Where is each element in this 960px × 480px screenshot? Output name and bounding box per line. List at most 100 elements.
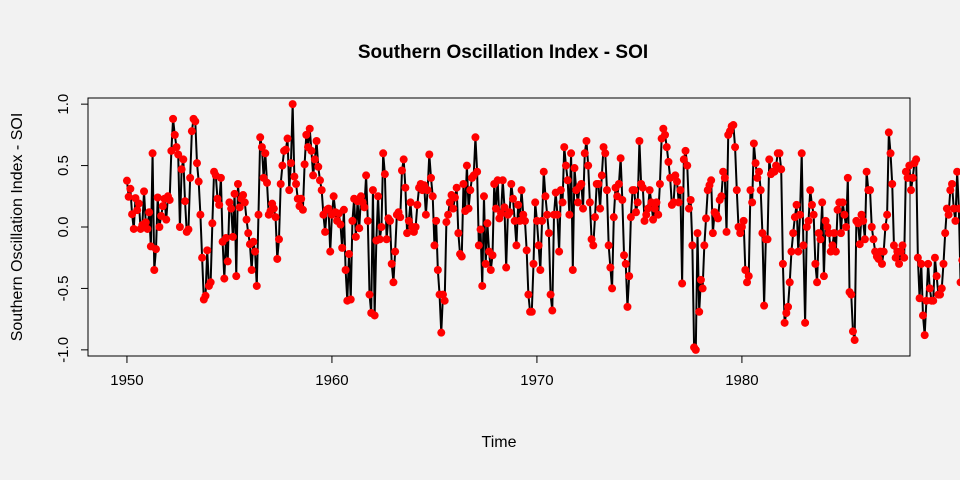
data-point	[134, 199, 143, 208]
data-point	[438, 290, 447, 299]
data-point	[722, 227, 731, 236]
data-point	[124, 192, 133, 201]
data-point	[760, 301, 769, 310]
data-point	[720, 173, 729, 182]
data-point	[170, 130, 179, 139]
data-point	[563, 176, 572, 185]
data-point	[684, 204, 693, 213]
data-point	[399, 155, 408, 164]
data-point	[232, 272, 241, 281]
data-point	[488, 251, 497, 260]
data-point	[466, 186, 475, 195]
data-point	[500, 203, 509, 212]
data-point	[403, 229, 412, 238]
data-point	[954, 204, 960, 213]
data-point	[956, 278, 960, 287]
data-point	[843, 173, 852, 182]
data-point	[749, 139, 758, 148]
data-point	[739, 216, 748, 225]
data-point	[785, 278, 794, 287]
data-point	[881, 223, 890, 231]
data-point	[151, 245, 160, 254]
data-point	[165, 195, 174, 204]
data-point	[300, 160, 309, 169]
data-point	[577, 180, 586, 188]
data-point	[676, 186, 685, 195]
data-point	[483, 219, 492, 228]
data-point	[946, 186, 955, 195]
data-point	[387, 259, 396, 268]
data-point	[763, 235, 772, 244]
data-point	[517, 186, 526, 195]
data-point	[743, 278, 752, 287]
data-point	[782, 309, 791, 317]
data-point	[177, 165, 186, 174]
data-point	[601, 149, 610, 158]
data-point	[632, 208, 640, 217]
y-tick-label: 1.0	[55, 94, 72, 115]
data-point	[404, 216, 413, 225]
data-point	[172, 143, 181, 152]
data-point	[368, 186, 377, 195]
x-tick-label: 1960	[315, 372, 348, 389]
data-point	[449, 204, 458, 213]
data-point	[155, 223, 164, 231]
data-point	[888, 180, 897, 188]
data-point	[527, 307, 536, 316]
data-point	[643, 204, 652, 213]
data-point	[883, 210, 892, 219]
data-point	[797, 149, 806, 158]
data-point	[249, 237, 258, 246]
data-point	[401, 183, 410, 192]
data-point	[479, 192, 488, 201]
data-point	[421, 210, 430, 219]
data-point	[432, 216, 441, 225]
data-point	[186, 173, 195, 182]
data-point	[281, 145, 290, 154]
data-point	[869, 235, 878, 244]
data-point	[568, 266, 577, 274]
data-point	[860, 235, 869, 244]
data-point	[362, 171, 371, 180]
data-point	[133, 206, 142, 215]
data-point	[937, 284, 946, 293]
data-point	[169, 114, 178, 123]
data-point	[560, 143, 569, 152]
data-point	[307, 146, 316, 155]
data-point	[544, 229, 553, 238]
data-point	[227, 204, 236, 213]
data-point	[859, 216, 868, 225]
data-point	[678, 279, 687, 288]
data-point	[553, 210, 562, 219]
data-point	[346, 295, 355, 304]
data-point	[898, 241, 907, 250]
data-point	[847, 290, 856, 299]
data-point	[476, 225, 485, 234]
data-point	[389, 278, 398, 287]
data-point	[292, 180, 301, 188]
data-point	[261, 149, 270, 158]
y-tick-label: 0.5	[55, 155, 72, 176]
data-point	[222, 234, 231, 243]
data-point	[777, 165, 786, 174]
data-point	[900, 253, 909, 262]
data-point	[273, 254, 282, 263]
data-point	[309, 171, 318, 180]
data-point	[326, 247, 335, 256]
data-point	[737, 223, 746, 231]
data-point	[181, 197, 190, 206]
y-axis-label: Southern Oscillation Index - SOI	[9, 113, 26, 342]
data-point	[638, 183, 647, 192]
data-point	[795, 210, 804, 219]
data-point	[780, 318, 789, 327]
data-point	[901, 167, 910, 176]
data-point	[558, 198, 567, 207]
data-point	[918, 311, 927, 320]
data-point	[620, 251, 629, 260]
data-point	[216, 173, 225, 182]
data-point	[538, 216, 547, 225]
data-point	[509, 194, 518, 203]
data-point	[175, 223, 184, 231]
data-point	[944, 210, 953, 219]
data-point	[305, 124, 314, 133]
